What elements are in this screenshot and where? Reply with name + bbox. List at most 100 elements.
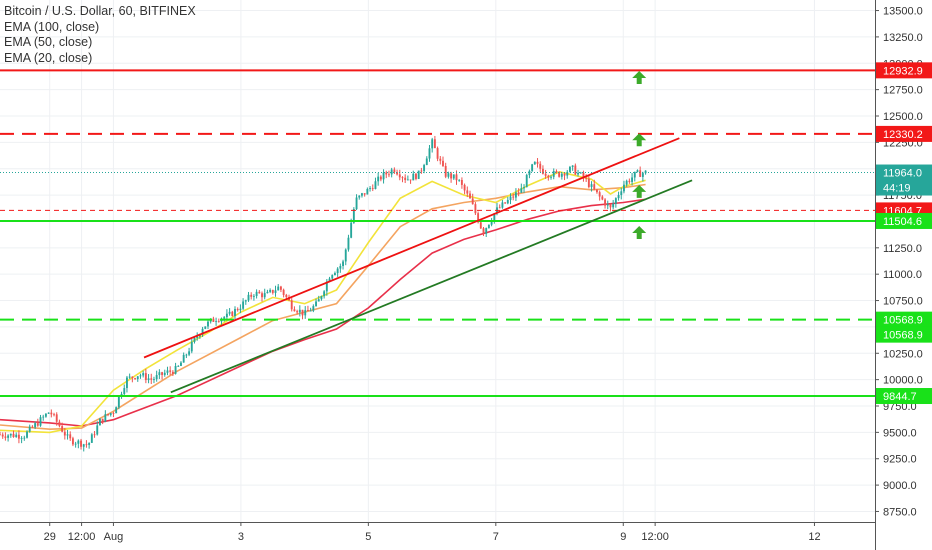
candle-up [350, 222, 353, 238]
price-tick-label: 13500.0 [883, 6, 923, 18]
candle-up [412, 173, 415, 181]
candle-up [223, 317, 226, 319]
candle-down [517, 192, 520, 194]
candle-down [547, 175, 550, 178]
candle-down [385, 172, 388, 175]
candle-up [123, 388, 126, 395]
candle-up [325, 281, 328, 292]
candle-up [225, 313, 228, 318]
candle-down [363, 193, 366, 195]
candle-down [469, 193, 471, 199]
candle-up [239, 308, 242, 311]
price-tick-label: 8750.0 [883, 506, 917, 518]
candle-up [631, 177, 634, 182]
ema-20-line [0, 171, 646, 434]
candle-down [50, 412, 53, 415]
candle-down [498, 207, 501, 209]
candle-up [369, 188, 371, 189]
candle-up [528, 170, 531, 176]
candle-up [158, 372, 161, 376]
candle-up [247, 294, 250, 301]
up-arrow-icon [632, 184, 647, 198]
price-tick-label: 12500.0 [883, 111, 923, 123]
candle-up [139, 375, 142, 377]
candle-up [96, 425, 99, 435]
candle-up [523, 187, 525, 189]
candle-down [404, 177, 407, 181]
candle-up [252, 295, 255, 297]
candle-up [452, 174, 455, 179]
candle-up [255, 291, 258, 296]
candle-up [590, 184, 593, 187]
candle-up [204, 326, 207, 329]
candle-up [174, 366, 177, 374]
trendline-1 [143, 137, 680, 359]
candle-down [563, 173, 566, 176]
candle-up [617, 195, 620, 199]
candle-up [242, 301, 245, 309]
candle-up [358, 195, 361, 198]
time-tick-label: 29 [44, 531, 56, 543]
price-tick-label: 9250.0 [883, 454, 917, 466]
legend-ema-100[interactable]: EMA (100, close) [4, 19, 100, 34]
countdown-tag: 44:19 [883, 183, 911, 195]
candle-up [520, 188, 523, 193]
candle-up [312, 306, 315, 311]
candle-up [425, 158, 428, 166]
time-tick-label: 12 [808, 531, 820, 543]
candle-up [9, 433, 12, 436]
candle-down [396, 172, 399, 175]
time-axis-bg [0, 522, 875, 550]
candle-up [623, 184, 625, 192]
candle-down [250, 294, 253, 297]
candle-up [577, 172, 579, 175]
candle-up [417, 170, 420, 179]
candle-up [153, 379, 155, 380]
time-tick-label: 12:00 [641, 531, 669, 543]
candle-up [485, 227, 488, 234]
time-axis[interactable]: 29 12:00 Aug 3 5 7 9 12:00 12 [0, 522, 875, 550]
candle-up [196, 336, 199, 338]
legend-symbol[interactable]: Bitcoin / U.S. Dollar, 60, BITFINEX [4, 4, 196, 18]
candle-up [228, 311, 231, 314]
candle-up [269, 289, 272, 292]
candle-up [47, 412, 50, 414]
current-price-tag-bg [876, 164, 932, 181]
candle-down [450, 173, 453, 179]
candle-down [107, 414, 109, 415]
candle-down [444, 165, 447, 177]
candle-down [93, 434, 96, 436]
up-arrow-icon [632, 133, 647, 147]
candle-up [501, 202, 504, 208]
candle-up [366, 188, 369, 195]
candle-up [115, 407, 118, 414]
level-tag-9844.7-bg [876, 388, 932, 405]
legend-ema-50[interactable]: EMA (50, close) [4, 35, 93, 49]
candle-down [401, 177, 404, 179]
candle-up [201, 328, 204, 335]
candle-up [506, 199, 509, 204]
price-axis[interactable]: 13500.013250.013000.012750.012500.012250… [875, 0, 932, 550]
candle-up [117, 396, 120, 408]
up-arrow-icon [632, 71, 647, 85]
candle-up [423, 165, 426, 171]
horizontal-levels[interactable] [0, 69, 875, 398]
candle-down [541, 168, 544, 174]
candle-down [258, 291, 261, 294]
candle-up [552, 171, 555, 177]
candle-down [63, 431, 66, 436]
trendlines[interactable] [143, 137, 693, 394]
candle-down [596, 189, 598, 193]
candle-up [7, 435, 10, 438]
up-arrow-icon [632, 226, 647, 240]
candle-down [601, 196, 604, 200]
candle-up [620, 191, 623, 196]
candle-up [28, 426, 31, 432]
level-tag-12330.2-bg [876, 125, 932, 142]
candle-down [433, 139, 436, 149]
legend-ema-20[interactable]: EMA (20, close) [4, 50, 93, 65]
candle-down [217, 321, 220, 322]
level-tag-11504.6-bg [876, 212, 932, 229]
candle-up [109, 413, 112, 415]
